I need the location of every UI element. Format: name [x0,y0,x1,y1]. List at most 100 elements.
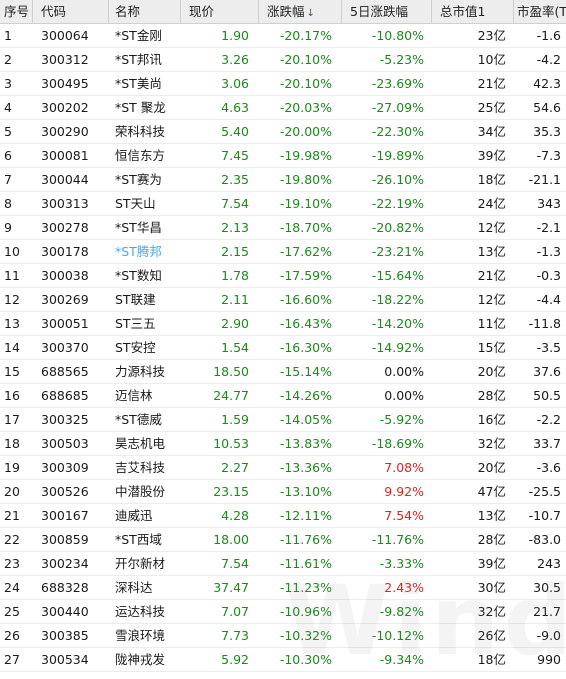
change-percent: -19.10% [279,196,332,211]
table-row[interactable]: 5 300290 荣科科技 5.40 -20.00% -22.30% 34亿 35.3 [0,120,566,144]
table-row[interactable]: 25 300440 运达科技 7.07 -10.96% -9.82% 32亿 21.7 [0,600,566,624]
change-5d-percent: -15.64% [371,268,424,283]
stock-name: 雪浪环境 [115,628,166,643]
col-header-code[interactable]: 代码 [33,0,109,23]
table-row[interactable]: 21 300167 迪威迅 4.28 -12.11% 7.54% 13亿 -10.7 [0,504,566,528]
row-index: 14 [4,340,20,355]
change-5d-percent: -14.20% [371,316,424,331]
change-5d-percent: 9.92% [384,484,424,499]
table-row[interactable]: 19 300309 吉艾科技 2.27 -13.36% 7.08% 20亿 -3.6 [0,456,566,480]
table-row[interactable]: 10 300178 *ST腾邦 2.15 -17.62% -23.21% 13亿 -1.3 [0,240,566,264]
change-5d-percent: 0.00% [384,364,424,379]
col-header-pe-ttm[interactable]: 市盈率(TTM) [517,4,566,19]
change-percent: -14.26% [279,388,332,403]
row-index: 13 [4,316,20,331]
table-row[interactable]: 26 300385 雪浪环境 7.73 -10.32% -10.12% 26亿 -9.0 [0,624,566,648]
change-percent: -10.32% [279,628,332,643]
row-index: 7 [4,172,12,187]
stock-code: 300269 [41,292,89,307]
stock-name: *ST数知 [115,268,162,283]
market-cap: 12亿 [477,220,506,235]
stock-name: 开尔新材 [115,556,166,571]
table-row[interactable]: 17 300325 *ST德威 1.59 -14.05% -5.92% 16亿 -2.2 [0,408,566,432]
table-row[interactable]: 3 300495 *ST美尚 3.06 -20.10% -23.69% 21亿 42.3 [0,72,566,96]
current-price: 1.59 [221,412,249,427]
current-price: 7.45 [221,148,249,163]
pe-ttm: 33.7 [533,436,561,451]
current-price: 2.11 [221,292,249,307]
row-index: 10 [4,244,20,259]
col-header-change[interactable]: 涨跌幅 ↓ [259,0,342,23]
table-row[interactable]: 22 300859 *ST西域 18.00 -11.76% -11.76% 28亿 -83.0 [0,528,566,552]
table-row[interactable]: 16 688685 迈信林 24.77 -14.26% 0.00% 28亿 50.5 [0,384,566,408]
stock-code: 300290 [41,124,89,139]
row-index: 4 [4,100,12,115]
table-row[interactable]: 13 300051 ST三五 2.90 -16.43% -14.20% 11亿 -11.8 [0,312,566,336]
pe-ttm: 37.6 [533,364,561,379]
stock-name: *ST华昌 [115,220,162,235]
current-price: 2.27 [221,460,249,475]
market-cap: 18亿 [477,172,506,187]
change-5d-percent: -18.22% [371,292,424,307]
row-index: 25 [4,604,20,619]
col-header-change-5d[interactable]: 5日涨跌幅 [342,0,432,23]
row-index: 23 [4,556,20,571]
change-percent: -16.30% [279,340,332,355]
change-percent: -10.96% [279,604,332,619]
col-header-index[interactable]: 序号 [0,0,33,23]
col-header-name[interactable]: 名称 [109,0,181,23]
table-row[interactable]: 15 688565 力源科技 18.50 -15.14% 0.00% 20亿 37.6 [0,360,566,384]
stock-name: 力源科技 [115,364,166,379]
col-header-price[interactable]: 现价 [181,0,259,23]
change-5d-percent: -23.21% [371,244,424,259]
change-5d-percent: -9.34% [379,652,424,667]
table-row[interactable]: 24 688328 深科达 37.47 -11.23% 2.43% 30亿 30.5 [0,576,566,600]
current-price: 4.28 [221,508,249,523]
table-row[interactable]: 2 300312 *ST邦讯 3.26 -20.10% -5.23% 10亿 -4.2 [0,48,566,72]
stock-code: 300202 [41,100,89,115]
current-price: 1.54 [221,340,249,355]
change-5d-percent: 2.43% [384,580,424,595]
market-cap: 39亿 [477,148,506,163]
change-percent: -13.36% [279,460,332,475]
table-row[interactable]: 18 300503 昊志机电 10.53 -13.83% -18.69% 32亿 33.7 [0,432,566,456]
table-row[interactable]: 23 300234 开尔新材 7.54 -11.61% -3.33% 39亿 243 [0,552,566,576]
table-row[interactable]: 27 300534 陇神戎发 5.92 -10.30% -9.34% 18亿 990 [0,648,566,672]
change-percent: -11.23% [279,580,332,595]
pe-ttm: -11.8 [528,316,561,331]
row-index: 18 [4,436,20,451]
table-row[interactable]: 14 300370 ST安控 1.54 -16.30% -14.92% 15亿 -3.5 [0,336,566,360]
pe-ttm: -10.7 [528,508,561,523]
current-price: 18.50 [213,364,249,379]
row-index: 15 [4,364,20,379]
pe-ttm: 30.5 [533,580,561,595]
table-row[interactable]: 1 300064 *ST金刚 1.90 -20.17% -10.80% 23亿 -1.6 [0,24,566,48]
row-index: 11 [4,268,20,283]
market-cap: 47亿 [477,484,506,499]
stock-code: 300234 [41,556,89,571]
change-5d-percent: -5.23% [379,52,424,67]
row-index: 12 [4,292,20,307]
market-cap: 30亿 [477,580,506,595]
stock-code: 688328 [41,580,89,595]
table-row[interactable]: 9 300278 *ST华昌 2.13 -18.70% -20.82% 12亿 -2.1 [0,216,566,240]
table-row[interactable]: 7 300044 *ST赛为 2.35 -19.80% -26.10% 18亿 -21.1 [0,168,566,192]
table-row[interactable]: 6 300081 恒信东方 7.45 -19.98% -19.89% 39亿 -7.3 [0,144,566,168]
stock-name: 恒信东方 [115,148,166,163]
table-row[interactable]: 4 300202 *ST 聚龙 4.63 -20.03% -27.09% 25亿 54.6 [0,96,566,120]
table-row[interactable]: 11 300038 *ST数知 1.78 -17.59% -15.64% 21亿 -0.3 [0,264,566,288]
table-row[interactable]: 8 300313 ST天山 7.54 -19.10% -22.19% 24亿 343 [0,192,566,216]
market-cap: 24亿 [477,196,506,211]
current-price: 1.78 [221,268,249,283]
market-cap: 13亿 [477,508,506,523]
table-row[interactable]: 12 300269 ST联建 2.11 -16.60% -18.22% 12亿 -4.4 [0,288,566,312]
change-5d-percent: -19.89% [371,148,424,163]
row-index: 5 [4,124,12,139]
stock-name: *ST金刚 [115,28,162,43]
row-index: 17 [4,412,20,427]
stock-name: *ST赛为 [115,172,162,187]
market-cap: 16亿 [477,412,506,427]
col-header-market-cap[interactable]: 总市值1 [432,0,514,23]
pe-ttm: 54.6 [533,100,561,115]
table-row[interactable]: 20 300526 中潜股份 23.15 -13.10% 9.92% 47亿 -25.5 [0,480,566,504]
